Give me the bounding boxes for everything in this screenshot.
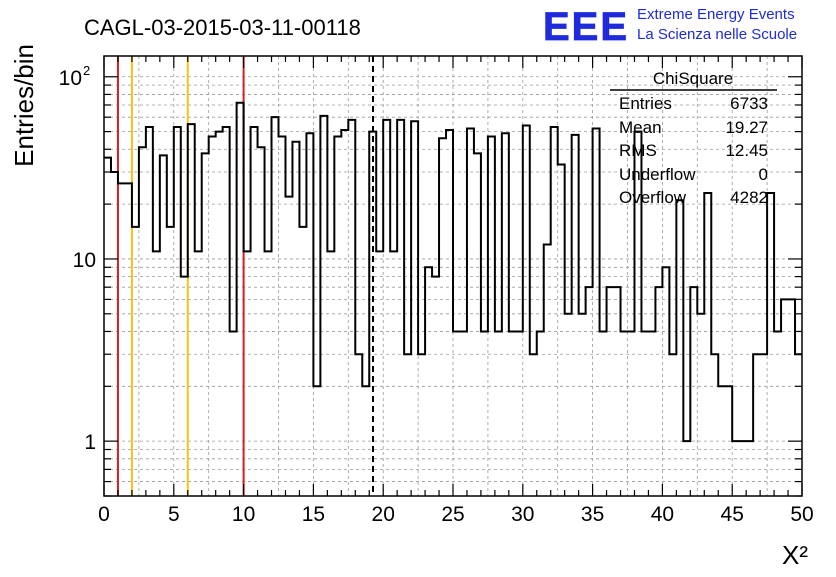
stats-value-underflow: 0 [759, 165, 768, 184]
x-tick-label: 5 [168, 503, 180, 526]
x-tick-label: 40 [651, 503, 674, 526]
y-axis-label: Entries/bin [9, 44, 39, 167]
stats-value-overflow: 4282 [730, 188, 768, 207]
x-tick-label: 15 [302, 503, 325, 526]
stats-label-rms: RMS [619, 141, 657, 160]
stats-value-mean: 19.27 [725, 118, 768, 137]
logo-line-1: Extreme Energy Events [637, 6, 795, 23]
eee-logo: EEE Extreme Energy Events La Scienza nel… [543, 5, 798, 50]
histogram-outline [104, 101, 802, 443]
stats-box-title: ChiSquare [653, 69, 733, 88]
y-tick-label: 1 [84, 431, 96, 454]
y-tick-label: 10 [59, 67, 82, 90]
stats-label-overflow: Overflow [619, 188, 687, 207]
x-tick-label: 20 [372, 503, 395, 526]
x-tick-label: 35 [581, 503, 604, 526]
x-axis-label: X² [782, 540, 808, 570]
stats-value-rms: 12.45 [725, 141, 768, 160]
x-tick-label: 25 [441, 503, 464, 526]
stats-box: ChiSquare Entries 6733 Mean 19.27 RMS 12… [610, 69, 777, 207]
stats-label-entries: Entries [619, 94, 672, 113]
stats-label-underflow: Underflow [619, 165, 696, 184]
x-tick-label: 50 [790, 503, 813, 526]
stats-value-entries: 6733 [730, 94, 768, 113]
x-tick-labels: 0 5 10 15 20 25 30 35 40 45 50 [98, 503, 814, 526]
stats-label-mean: Mean [619, 118, 662, 137]
x-tick-label: 45 [721, 503, 744, 526]
y-tick-label: 10 [73, 249, 96, 272]
x-tick-label: 30 [511, 503, 534, 526]
reference-lines [116, 56, 375, 496]
chart-title: CAGL-03-2015-03-11-00118 [84, 15, 361, 40]
x-tick-label: 10 [232, 503, 255, 526]
logo-mark: EEE [543, 5, 629, 49]
y-tick-label-exponent: 2 [83, 63, 90, 78]
logo-line-2: La Scienza nelle Scuole [637, 26, 797, 43]
x-tick-label: 0 [98, 503, 110, 526]
axis-ticks [103, 56, 803, 497]
